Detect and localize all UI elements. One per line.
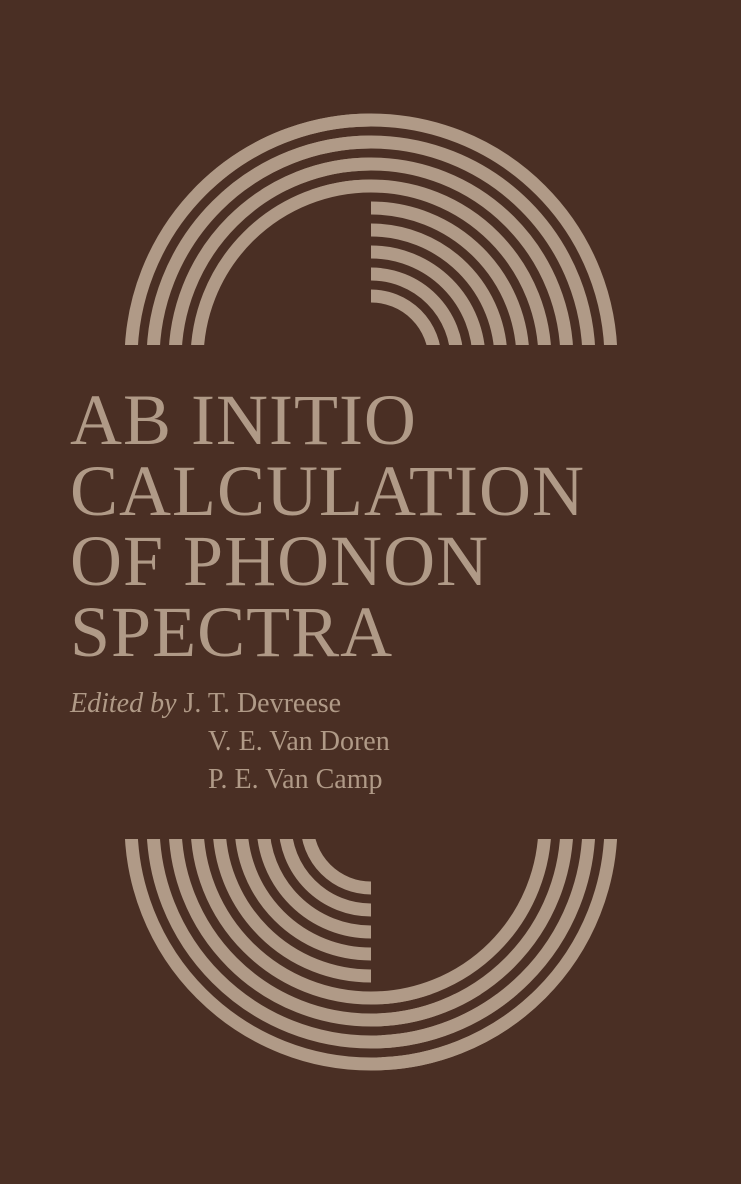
bottom-arc-graphic — [71, 824, 671, 1164]
top-arc-graphic — [71, 20, 671, 360]
title-line-2: CALCULATION — [70, 456, 671, 527]
editor-name-2: V. E. Van Doren — [208, 723, 671, 761]
title-line-1: AB INITIO — [70, 385, 671, 456]
title-line-3: OF PHONON — [70, 526, 671, 597]
book-cover: AB INITIO CALCULATION OF PHONON SPECTRA … — [0, 0, 741, 1184]
book-title: AB INITIO CALCULATION OF PHONON SPECTRA — [70, 385, 671, 667]
title-line-4: SPECTRA — [70, 597, 671, 668]
editor-name-1: J. T. Devreese — [184, 688, 342, 719]
editor-line-1: Edited by J. T. Devreese — [70, 685, 671, 723]
editors-block: Edited by J. T. Devreese V. E. Van Doren… — [70, 685, 671, 798]
title-block: AB INITIO CALCULATION OF PHONON SPECTRA … — [70, 385, 671, 799]
editor-name-3: P. E. Van Camp — [208, 761, 671, 799]
edited-by-label: Edited by — [70, 688, 177, 719]
